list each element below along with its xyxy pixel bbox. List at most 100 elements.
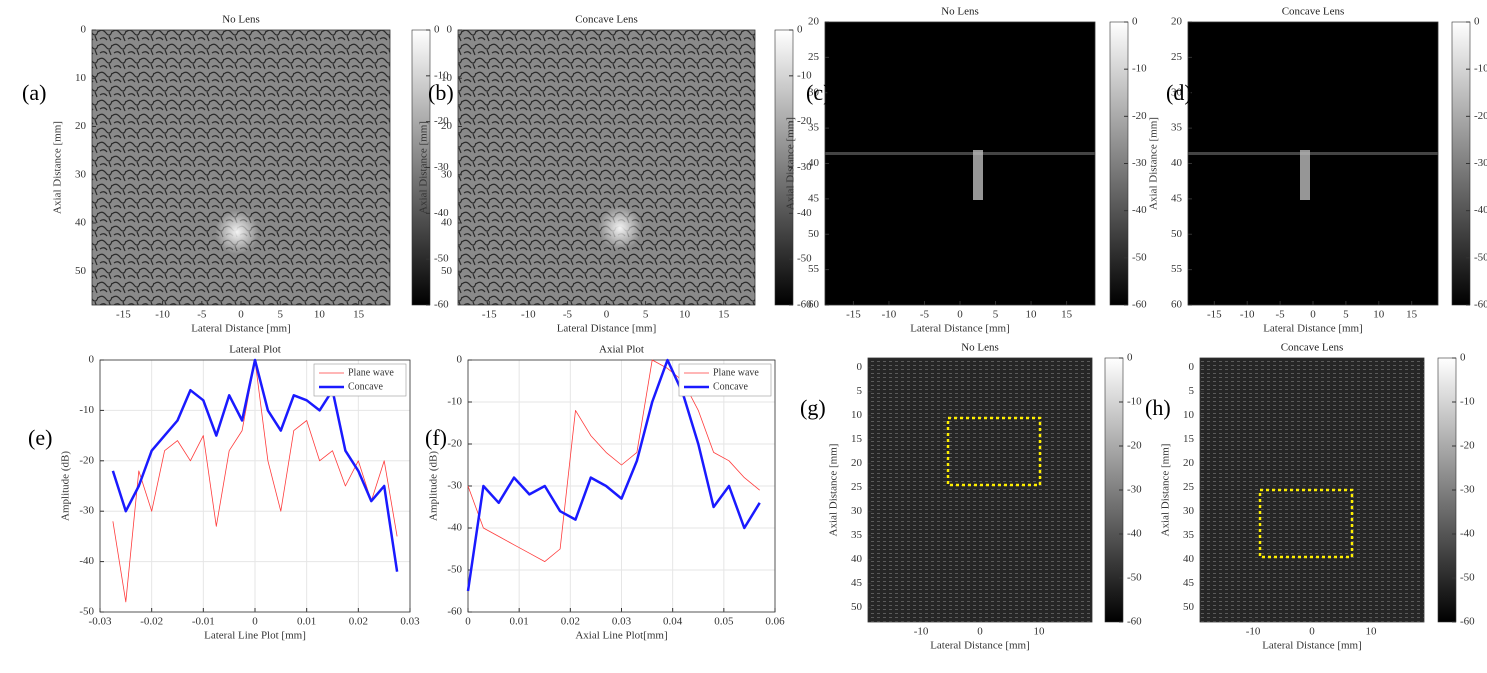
- chart-title: No Lens: [222, 14, 260, 26]
- colorbar-tick-label: -30: [1460, 484, 1475, 496]
- x-tick-label: -15: [846, 309, 861, 321]
- y-tick-label: 30: [1171, 86, 1183, 98]
- x-tick-label: -0.03: [89, 616, 112, 628]
- x-tick-label: 0: [604, 309, 610, 321]
- colorbar-tick-label: 0: [1132, 16, 1138, 28]
- axes-box: [867, 357, 1093, 623]
- x-tick-label: 0: [465, 616, 471, 628]
- x-tick-label: -5: [920, 309, 930, 321]
- x-tick-label: 0: [238, 309, 244, 321]
- y-tick-label: 25: [851, 481, 863, 493]
- x-tick-label: 0: [1310, 309, 1316, 321]
- y-tick-label: 40: [75, 217, 87, 229]
- y-tick-label: 30: [1183, 505, 1195, 517]
- colorbar-tick-label: -20: [1460, 440, 1475, 452]
- y-tick-label: 0: [81, 24, 87, 36]
- x-tick-label: 0.01: [297, 616, 316, 628]
- x-axis-label: Lateral Distance [mm]: [1262, 640, 1362, 652]
- colorbar-tick-label: 0: [1127, 352, 1133, 364]
- y-tick-label: 0: [1189, 361, 1195, 373]
- y-tick-label: 30: [851, 505, 863, 517]
- x-axis-label: Axial Line Plot[mm]: [575, 630, 667, 642]
- colorbar-tick-label: -60: [1474, 299, 1487, 311]
- y-tick-label: 20: [1183, 457, 1195, 469]
- y-tick-label: 45: [1171, 192, 1183, 204]
- colorbar-tick-label: -40: [1132, 204, 1147, 216]
- x-tick-label: 15: [353, 309, 365, 321]
- roi-box: [946, 416, 1042, 487]
- y-axis-label: Axial Distance [mm]: [1160, 444, 1172, 537]
- x-tick-label: 15: [718, 309, 730, 321]
- colorbar-tick-label: -20: [1474, 110, 1487, 122]
- chart-title: Concave Lens: [1281, 342, 1344, 354]
- colorbar-tick-label: -20: [434, 115, 449, 127]
- bright-spot: [598, 206, 642, 250]
- x-tick-label: 5: [1343, 309, 1349, 321]
- image: [1188, 22, 1438, 305]
- colorbar-tick-label: -30: [1132, 157, 1147, 169]
- y-tick-label: 40: [851, 553, 863, 565]
- panel-label: (f): [425, 425, 447, 450]
- y-tick-label: -10: [447, 396, 462, 408]
- chart-title: Concave Lens: [1282, 6, 1345, 18]
- x-tick-label: 5: [277, 309, 283, 321]
- colorbar-tick-label: -10: [434, 69, 449, 81]
- y-axis-label: Axial Distance [mm]: [52, 121, 64, 214]
- panel-label: (e): [28, 425, 52, 450]
- y-tick-label: 20: [851, 457, 863, 469]
- legend-box: [678, 363, 772, 397]
- colorbar-tick-label: -40: [1474, 204, 1487, 216]
- colorbar-tick-label: -40: [797, 207, 812, 219]
- x-axis-label: Lateral Distance [mm]: [930, 640, 1030, 652]
- y-tick-label: 20: [1171, 16, 1183, 28]
- y-axis-label: Axial Distance [mm]: [785, 117, 797, 210]
- y-tick-label: 35: [1183, 529, 1195, 541]
- y-tick-label: 0: [857, 361, 863, 373]
- line-series: [467, 359, 760, 562]
- x-tick-label: 10: [1033, 626, 1045, 638]
- y-tick-label: 30: [75, 168, 87, 180]
- panel-label: (b): [428, 80, 454, 105]
- x-tick-label: 0: [957, 309, 963, 321]
- image: [825, 22, 1095, 305]
- axes-box: [457, 29, 756, 306]
- colorbar-tick-label: -60: [1127, 616, 1142, 628]
- colorbar-tick-label: -60: [1460, 616, 1475, 628]
- legend-label: Concave: [713, 381, 749, 392]
- x-tick-label: -15: [482, 309, 497, 321]
- x-tick-label: 5: [643, 309, 649, 321]
- axes-box: [1187, 21, 1439, 306]
- x-tick-label: -15: [116, 309, 131, 321]
- colorbar-tick-label: -20: [1127, 440, 1142, 452]
- colorbar-tick-label: -50: [1460, 572, 1475, 584]
- y-axis-label: Amplitude (dB): [428, 451, 440, 521]
- y-tick-label: 20: [808, 16, 820, 28]
- axes-box: [824, 21, 1096, 306]
- colorbar-tick-label: -10: [1474, 63, 1487, 75]
- y-tick-label: 60: [808, 299, 820, 311]
- colorbar-tick-label: -20: [1132, 110, 1147, 122]
- legend-label: Plane wave: [713, 367, 759, 378]
- y-tick-label: 50: [1183, 601, 1195, 613]
- x-tick-label: -5: [197, 309, 207, 321]
- y-tick-label: 40: [1171, 157, 1183, 169]
- x-axis-label: Lateral Line Plot [mm]: [204, 630, 306, 642]
- colorbar-tick-label: -20: [797, 115, 812, 127]
- y-tick-label: 30: [808, 86, 820, 98]
- y-tick-label: -60: [447, 606, 462, 618]
- chart-title: Concave Lens: [575, 14, 638, 26]
- y-tick-label: 60: [1171, 299, 1183, 311]
- colorbar-tick-label: -50: [434, 253, 449, 265]
- roi-box: [1258, 488, 1354, 559]
- x-tick-label: 0: [1309, 626, 1315, 638]
- y-tick-label: 40: [441, 217, 453, 229]
- x-tick-label: 10: [1365, 626, 1377, 638]
- panel-label: (d): [1166, 80, 1192, 105]
- x-tick-label: 15: [1061, 309, 1073, 321]
- colorbar-tick-label: -40: [434, 207, 449, 219]
- x-tick-label: 10: [314, 309, 326, 321]
- image: [458, 30, 755, 305]
- x-axis-label: Lateral Distance [mm]: [1263, 323, 1363, 335]
- panel-label: (h): [1145, 395, 1171, 420]
- x-tick-label: -5: [563, 309, 573, 321]
